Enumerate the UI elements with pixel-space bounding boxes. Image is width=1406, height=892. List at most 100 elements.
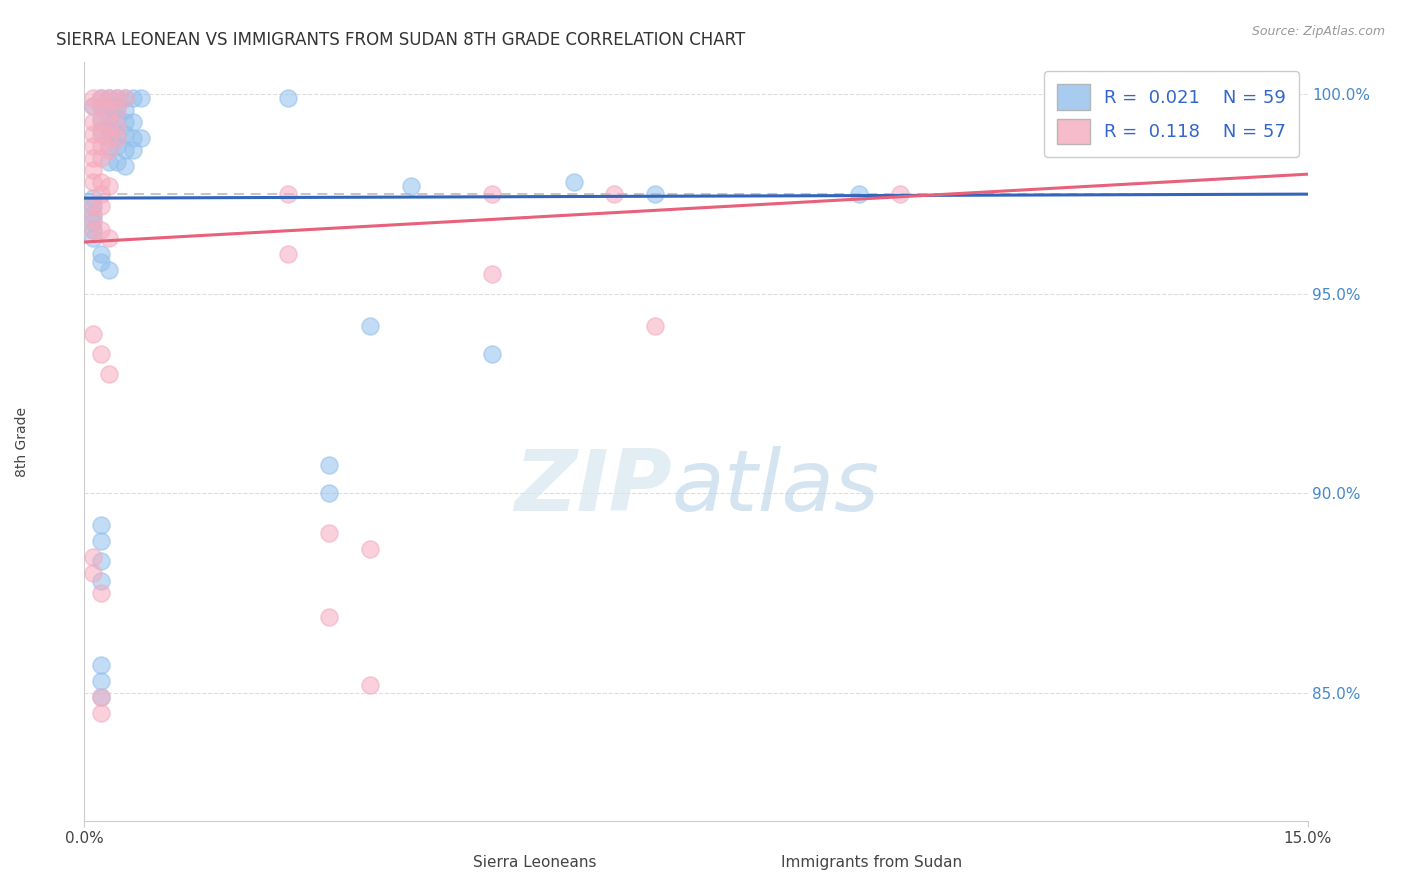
Point [82, 115, 104, 129]
Point [105, 112, 128, 126]
Point [481, 267, 503, 281]
Point [105, 139, 128, 153]
Point [114, 115, 136, 129]
Y-axis label: 8th Grade: 8th Grade [15, 407, 28, 476]
Point [277, 247, 299, 261]
Point [82, 151, 104, 165]
Point [105, 120, 128, 134]
Point [90, 199, 112, 213]
Point [90, 690, 112, 704]
Point [90, 658, 112, 673]
Point [114, 91, 136, 105]
Point [277, 91, 299, 105]
Point [82, 207, 104, 221]
Point [97, 120, 120, 134]
Point [399, 179, 422, 194]
Point [105, 103, 128, 118]
Point [82, 139, 104, 153]
Point [889, 187, 911, 202]
Point [90, 139, 112, 153]
Text: Source: ZipAtlas.com: Source: ZipAtlas.com [1251, 25, 1385, 38]
Point [97, 179, 120, 194]
Point [97, 263, 120, 277]
Point [90, 99, 112, 113]
Point [114, 103, 136, 118]
Point [122, 91, 145, 105]
Point [90, 112, 112, 126]
Point [90, 223, 112, 237]
Point [90, 534, 112, 549]
Point [82, 91, 104, 105]
Point [97, 91, 120, 105]
Text: SIERRA LEONEAN VS IMMIGRANTS FROM SUDAN 8TH GRADE CORRELATION CHART: SIERRA LEONEAN VS IMMIGRANTS FROM SUDAN … [56, 31, 745, 49]
Point [82, 99, 104, 113]
Point [359, 678, 381, 692]
Point [97, 139, 120, 153]
Point [131, 131, 153, 145]
Point [122, 143, 145, 157]
Point [90, 115, 112, 129]
Point [318, 526, 340, 541]
Legend: R =  0.021    N = 59, R =  0.118    N = 57: R = 0.021 N = 59, R = 0.118 N = 57 [1045, 71, 1299, 157]
Point [82, 215, 104, 229]
Point [114, 143, 136, 157]
Point [603, 187, 626, 202]
Point [318, 610, 340, 624]
Point [82, 550, 104, 565]
Point [105, 128, 128, 142]
Text: ZIP: ZIP [513, 445, 672, 529]
Point [105, 131, 128, 145]
Point [122, 115, 145, 129]
Point [90, 151, 112, 165]
Point [97, 367, 120, 381]
Point [90, 175, 112, 189]
Point [82, 128, 104, 142]
Point [82, 199, 104, 213]
Point [90, 91, 112, 105]
Point [105, 155, 128, 169]
Point [644, 318, 666, 333]
Point [114, 159, 136, 173]
Point [97, 112, 120, 126]
Point [97, 123, 120, 137]
Point [97, 143, 120, 157]
Point [277, 187, 299, 202]
Point [481, 187, 503, 202]
Point [90, 554, 112, 568]
Point [90, 187, 112, 202]
Point [97, 103, 120, 118]
Point [90, 673, 112, 688]
Point [114, 91, 136, 105]
Point [97, 131, 120, 145]
Point [90, 128, 112, 142]
Point [97, 91, 120, 105]
Point [481, 347, 503, 361]
Point [105, 99, 128, 113]
Point [97, 231, 120, 245]
Text: Sierra Leoneans: Sierra Leoneans [472, 855, 596, 870]
Point [90, 347, 112, 361]
Point [90, 690, 112, 704]
Point [82, 223, 104, 237]
Point [82, 199, 104, 213]
Point [82, 99, 104, 113]
Point [97, 155, 120, 169]
Point [644, 187, 666, 202]
Point [90, 574, 112, 589]
Point [359, 542, 381, 557]
Point [105, 91, 128, 105]
Point [848, 187, 870, 202]
Point [122, 131, 145, 145]
Text: Immigrants from Sudan: Immigrants from Sudan [782, 855, 962, 870]
Point [105, 91, 128, 105]
Point [82, 326, 104, 341]
Point [90, 518, 112, 533]
Point [318, 458, 340, 473]
Point [562, 175, 585, 189]
Point [82, 191, 104, 205]
Point [82, 211, 104, 225]
Point [82, 175, 104, 189]
Point [90, 586, 112, 600]
Point [131, 91, 153, 105]
Point [82, 163, 104, 178]
